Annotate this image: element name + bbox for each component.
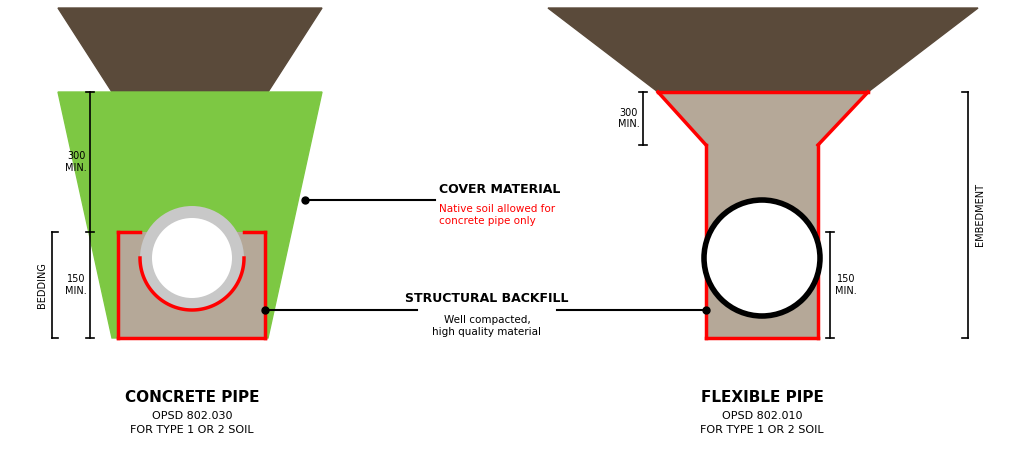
Text: OPSD 802.010: OPSD 802.010 <box>722 411 802 421</box>
Text: 300
MIN.: 300 MIN. <box>66 151 87 173</box>
Text: BEDDING: BEDDING <box>37 262 47 308</box>
Text: EMBEDMENT: EMBEDMENT <box>975 183 985 247</box>
Circle shape <box>152 218 232 298</box>
Text: STRUCTURAL BACKFILL: STRUCTURAL BACKFILL <box>406 292 568 305</box>
Circle shape <box>705 200 820 316</box>
Polygon shape <box>58 8 322 92</box>
Text: 150
MIN.: 150 MIN. <box>66 274 87 296</box>
Text: CONCRETE PIPE: CONCRETE PIPE <box>125 390 259 405</box>
Polygon shape <box>548 8 978 92</box>
Polygon shape <box>706 145 818 338</box>
Polygon shape <box>658 92 868 145</box>
Polygon shape <box>58 92 322 338</box>
Text: Native soil allowed for
concrete pipe only: Native soil allowed for concrete pipe on… <box>439 204 555 226</box>
Text: Well compacted,
high quality material: Well compacted, high quality material <box>432 315 542 336</box>
Circle shape <box>140 206 244 310</box>
Text: FOR TYPE 1 OR 2 SOIL: FOR TYPE 1 OR 2 SOIL <box>130 425 254 435</box>
Text: COVER MATERIAL: COVER MATERIAL <box>439 183 560 196</box>
Text: OPSD 802.030: OPSD 802.030 <box>152 411 232 421</box>
Polygon shape <box>118 232 265 338</box>
Text: FLEXIBLE PIPE: FLEXIBLE PIPE <box>700 390 823 405</box>
Text: 300
MIN.: 300 MIN. <box>618 108 640 129</box>
Text: 150
MIN.: 150 MIN. <box>836 274 857 296</box>
Text: FOR TYPE 1 OR 2 SOIL: FOR TYPE 1 OR 2 SOIL <box>700 425 824 435</box>
